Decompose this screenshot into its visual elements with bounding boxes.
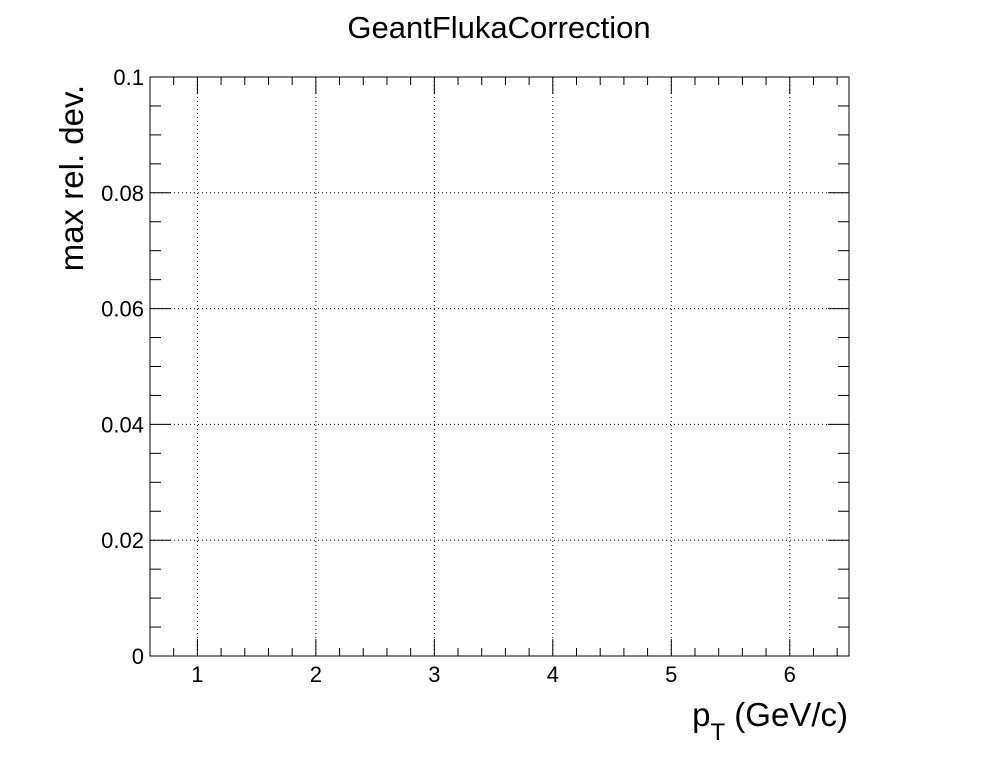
y-tick-label: 0.08 — [101, 181, 144, 206]
x-axis-title-main: p — [692, 696, 710, 733]
y-tick-label: 0 — [132, 644, 144, 669]
axis-ticks — [149, 76, 849, 657]
grid — [150, 76, 849, 657]
x-tick-label: 5 — [665, 662, 677, 687]
y-tick-label: 0.1 — [113, 65, 144, 90]
y-tick-label: 0.04 — [101, 412, 144, 437]
x-axis-title-rest: (GeV/c) — [725, 696, 848, 733]
x-tick-label: 4 — [547, 662, 559, 687]
x-tick-label: 3 — [428, 662, 440, 687]
x-tick-label: 2 — [310, 662, 322, 687]
chart-title: GeantFlukaCorrection — [347, 10, 650, 45]
tick-labels: 1 2 3 4 5 6 0 0.02 0.04 0.06 0.08 0.1 — [101, 65, 796, 687]
plot-frame — [149, 76, 850, 657]
y-tick-label: 0.02 — [101, 528, 144, 553]
y-axis-title: max rel. dev. — [53, 85, 90, 271]
x-axis-title-subscript: T — [710, 719, 725, 746]
y-tick-label: 0.06 — [101, 297, 144, 322]
x-tick-label: 6 — [784, 662, 796, 687]
x-axis-title: pT (GeV/c) — [692, 696, 848, 746]
x-tick-label: 1 — [191, 662, 203, 687]
